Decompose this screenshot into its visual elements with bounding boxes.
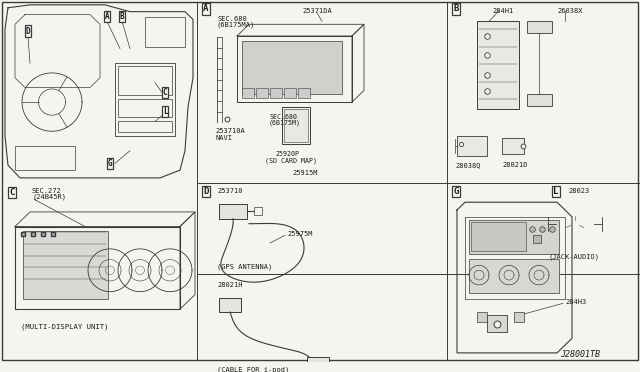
Text: D: D [26, 27, 30, 36]
Text: SEC.272: SEC.272 [32, 187, 61, 194]
Text: 28038Q: 28038Q [455, 162, 481, 169]
Bar [307, 357, 329, 371]
Text: (MULTI-DISPLAY UNIT): (MULTI-DISPLAY UNIT) [21, 324, 109, 330]
Bar [118, 99, 172, 117]
Bar [115, 63, 175, 136]
Bar [282, 107, 310, 144]
Text: C: C [163, 88, 167, 97]
Bar [284, 89, 296, 98]
Text: (CABLE FOR i-pod): (CABLE FOR i-pod) [217, 366, 289, 372]
Bar [482, 307, 532, 341]
Bar [242, 41, 342, 94]
Bar [256, 89, 268, 98]
Polygon shape [237, 24, 364, 36]
Bar [145, 17, 185, 46]
Text: D: D [204, 187, 209, 196]
Ellipse shape [562, 214, 588, 233]
Bar [23, 231, 108, 299]
Bar [469, 220, 559, 254]
Ellipse shape [568, 218, 582, 230]
Bar [118, 121, 172, 132]
Text: SEC.680: SEC.680 [217, 16, 247, 22]
Bar [527, 21, 552, 33]
Text: L: L [163, 107, 167, 116]
Polygon shape [180, 212, 195, 309]
Text: 25371DA: 25371DA [302, 8, 332, 14]
Bar [270, 89, 282, 98]
Text: (GPS ANTENNA): (GPS ANTENNA) [217, 263, 272, 270]
Text: L: L [554, 187, 559, 196]
Text: (6B175M): (6B175M) [269, 119, 301, 126]
Polygon shape [15, 212, 195, 227]
Text: C: C [10, 188, 15, 197]
Text: (SD CARD MAP): (SD CARD MAP) [265, 157, 317, 164]
Text: G: G [108, 159, 112, 168]
Bar [219, 298, 241, 312]
Text: 25975M: 25975M [287, 231, 312, 237]
Text: (24B45R): (24B45R) [32, 193, 66, 200]
Bar [471, 222, 526, 251]
Bar [457, 136, 487, 155]
Text: B: B [120, 12, 124, 21]
Polygon shape [352, 24, 364, 102]
Text: SEC.680: SEC.680 [269, 114, 297, 120]
Polygon shape [457, 202, 572, 353]
Text: G: G [453, 187, 459, 196]
Bar [477, 21, 519, 109]
Text: (6B175MA): (6B175MA) [217, 21, 255, 28]
Text: J28001TB: J28001TB [560, 350, 600, 359]
Text: 253710A: 253710A [215, 128, 244, 134]
Bar [502, 138, 524, 154]
Text: 26038X: 26038X [557, 8, 582, 14]
Text: 28021D: 28021D [502, 162, 527, 169]
Text: 284H1: 284H1 [492, 8, 513, 14]
Ellipse shape [556, 209, 594, 238]
Text: 25915M: 25915M [292, 170, 317, 176]
Bar [469, 259, 559, 293]
Text: A: A [105, 12, 109, 21]
Text: 28023: 28023 [568, 187, 589, 194]
Text: B: B [453, 4, 459, 13]
Bar [487, 315, 507, 333]
Polygon shape [15, 227, 180, 309]
Bar [219, 204, 247, 219]
Bar [477, 312, 487, 322]
Text: 28021H: 28021H [217, 282, 243, 288]
Bar [284, 109, 308, 142]
Bar [298, 89, 310, 98]
Bar [15, 146, 75, 170]
Bar [514, 312, 524, 322]
Bar [242, 89, 254, 98]
Text: 284H3: 284H3 [565, 299, 586, 305]
Bar [523, 23, 578, 113]
Text: (JACK-AUDIO): (JACK-AUDIO) [548, 254, 599, 260]
Text: 253710: 253710 [217, 187, 243, 194]
Text: NAVI: NAVI [215, 135, 232, 141]
Text: 25920P: 25920P [275, 151, 299, 157]
Bar [527, 94, 552, 106]
Bar [254, 207, 262, 215]
Bar [118, 66, 172, 95]
Text: A: A [204, 4, 209, 13]
Polygon shape [237, 36, 352, 102]
